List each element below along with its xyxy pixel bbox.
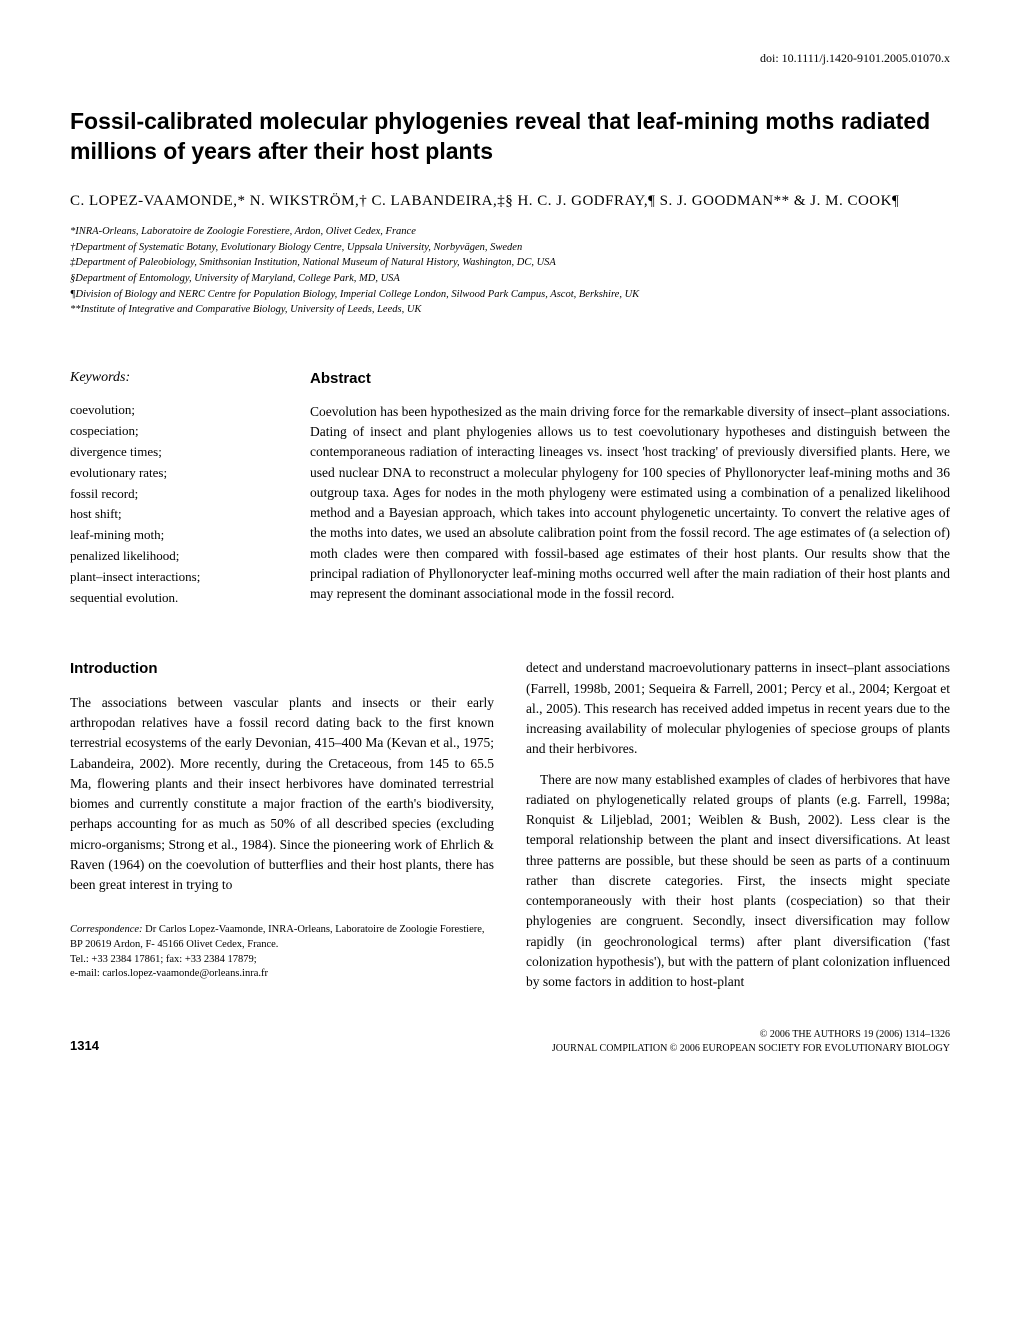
- affiliation: ¶Division of Biology and NERC Centre for…: [70, 288, 950, 303]
- page-footer: 1314 © 2006 THE AUTHORS 19 (2006) 1314–1…: [70, 1028, 950, 1056]
- keyword: sequential evolution.: [70, 588, 255, 609]
- keyword: fossil record;: [70, 484, 255, 505]
- affiliation: ‡Department of Paleobiology, Smithsonian…: [70, 256, 950, 271]
- correspondence-block: Correspondence: Dr Carlos Lopez-Vaamonde…: [70, 923, 494, 982]
- keyword: cospeciation;: [70, 421, 255, 442]
- affiliation: **Institute of Integrative and Comparati…: [70, 303, 950, 318]
- keywords-list: coevolution; cospeciation; divergence ti…: [70, 400, 255, 608]
- keywords-heading: Keywords:: [70, 368, 255, 388]
- intro-paragraph: The associations between vascular plants…: [70, 693, 494, 896]
- correspondence-email: e-mail: carlos.lopez-vaamonde@orleans.in…: [70, 968, 268, 979]
- affiliation: *INRA-Orleans, Laboratoire de Zoologie F…: [70, 225, 950, 240]
- abstract-text: Coevolution has been hypothesized as the…: [310, 402, 950, 605]
- intro-paragraph: detect and understand macroevolutionary …: [526, 658, 950, 759]
- page-number: 1314: [70, 1037, 99, 1056]
- copyright-line: © 2006 THE AUTHORS 19 (2006) 1314–1326: [552, 1028, 950, 1042]
- correspondence-label: Correspondence:: [70, 924, 143, 935]
- article-title: Fossil-calibrated molecular phylogenies …: [70, 107, 950, 167]
- keyword: evolutionary rates;: [70, 463, 255, 484]
- keyword: divergence times;: [70, 442, 255, 463]
- intro-paragraph: There are now many established examples …: [526, 770, 950, 993]
- introduction-heading: Introduction: [70, 658, 494, 681]
- keyword: penalized likelihood;: [70, 546, 255, 567]
- body-two-column: Introduction The associations between va…: [70, 658, 950, 992]
- affiliation: §Department of Entomology, University of…: [70, 272, 950, 287]
- doi-line: doi: 10.1111/j.1420-9101.2005.01070.x: [70, 50, 950, 67]
- keywords-abstract-block: Keywords: coevolution; cospeciation; div…: [70, 368, 950, 608]
- keywords-column: Keywords: coevolution; cospeciation; div…: [70, 368, 255, 608]
- abstract-heading: Abstract: [310, 368, 950, 390]
- left-column: Introduction The associations between va…: [70, 658, 494, 992]
- journal-line: JOURNAL COMPILATION © 2006 EUROPEAN SOCI…: [552, 1042, 950, 1056]
- keyword: coevolution;: [70, 400, 255, 421]
- right-column: detect and understand macroevolutionary …: [526, 658, 950, 992]
- authors-line: C. LOPEZ-VAAMONDE,* N. WIKSTRÖM,† C. LAB…: [70, 191, 950, 213]
- affiliations-block: *INRA-Orleans, Laboratoire de Zoologie F…: [70, 225, 950, 318]
- keyword: plant–insect interactions;: [70, 567, 255, 588]
- correspondence-phone: Tel.: +33 2384 17861; fax: +33 2384 1787…: [70, 954, 257, 965]
- keyword: host shift;: [70, 504, 255, 525]
- abstract-column: Abstract Coevolution has been hypothesiz…: [310, 368, 950, 608]
- affiliation: †Department of Systematic Botany, Evolut…: [70, 241, 950, 256]
- keyword: leaf-mining moth;: [70, 525, 255, 546]
- journal-footer: © 2006 THE AUTHORS 19 (2006) 1314–1326 J…: [552, 1028, 950, 1056]
